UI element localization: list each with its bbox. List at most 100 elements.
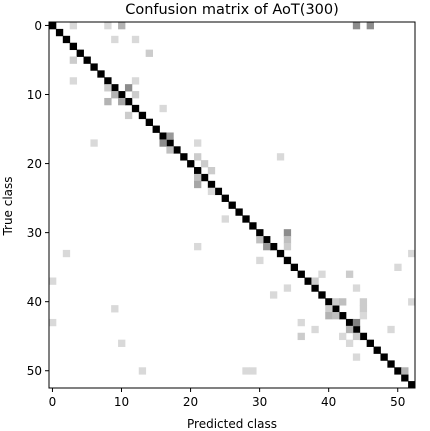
diagonal-cell xyxy=(55,28,64,37)
off-diagonal-cell xyxy=(131,35,140,44)
off-diagonal-cell xyxy=(69,77,78,85)
diagonal-cell xyxy=(200,173,209,182)
diagonal-cell xyxy=(118,91,126,99)
off-diagonal-cell xyxy=(408,249,416,258)
off-diagonal-cell xyxy=(394,263,402,272)
off-diagonal-cell xyxy=(401,367,409,375)
off-diagonal-cell xyxy=(69,22,78,30)
off-diagonal-cell xyxy=(269,291,278,299)
diagonal-cell xyxy=(76,49,84,57)
diagonal-cell xyxy=(62,35,71,44)
diagonal-cell xyxy=(339,312,347,320)
off-diagonal-cell xyxy=(345,325,354,334)
off-diagonal-cell xyxy=(69,56,78,64)
off-diagonal-cell xyxy=(387,325,395,334)
off-diagonal-cell xyxy=(256,236,264,244)
diagonal-cell xyxy=(97,70,105,78)
off-diagonal-cell xyxy=(166,146,174,154)
off-diagonal-cell xyxy=(352,284,361,292)
off-diagonal-cell xyxy=(124,84,133,92)
off-diagonal-cell xyxy=(111,91,119,99)
off-diagonal-cell xyxy=(283,242,292,251)
diagonal-cell xyxy=(387,360,395,368)
off-diagonal-cell xyxy=(242,367,250,375)
off-diagonal-cell xyxy=(325,312,333,320)
off-diagonal-cell xyxy=(194,139,202,147)
diagonal-cell xyxy=(180,153,188,161)
diagonal-cell xyxy=(69,42,78,51)
diagonal-cell xyxy=(304,277,312,285)
off-diagonal-cell xyxy=(332,298,340,306)
diagonal-cell xyxy=(408,381,416,389)
diagonal-cell xyxy=(235,208,243,216)
off-diagonal-cell xyxy=(256,256,264,265)
off-diagonal-cell xyxy=(359,298,368,306)
off-diagonal-cell xyxy=(131,91,140,99)
diagonal-cell xyxy=(366,339,374,347)
diagonal-cell xyxy=(263,236,271,244)
off-diagonal-cell xyxy=(283,284,292,292)
diagonal-cell xyxy=(131,104,140,113)
diagonal-cell xyxy=(311,284,319,292)
diagonal-cell xyxy=(49,22,57,30)
off-diagonal-cell xyxy=(200,160,209,168)
off-diagonal-cell xyxy=(352,353,361,361)
diagonal-cell xyxy=(207,180,216,189)
off-diagonal-cell xyxy=(194,180,202,189)
x-tick-label: 0 xyxy=(49,395,57,409)
diagonal-cell xyxy=(145,118,153,126)
off-diagonal-cell xyxy=(339,298,347,306)
y-axis-ticks: 0 10 20 30 40 50 xyxy=(27,19,49,378)
diagonal-cell xyxy=(380,353,388,361)
off-diagonal-cell xyxy=(62,249,71,258)
off-diagonal-cell xyxy=(352,22,361,30)
diagonal-cell xyxy=(318,291,326,299)
off-diagonal-cell xyxy=(207,187,216,196)
off-diagonal-cell xyxy=(359,312,368,320)
x-tick-label: 30 xyxy=(252,395,267,409)
y-axis-label: True class xyxy=(1,176,15,236)
diagonal-cell xyxy=(359,332,368,341)
off-diagonal-cell xyxy=(221,215,229,223)
y-tick-label: 30 xyxy=(27,226,42,240)
x-tick-label: 20 xyxy=(183,395,198,409)
diagonal-cell xyxy=(83,56,91,64)
off-diagonal-cell xyxy=(332,312,340,320)
diagonal-cell xyxy=(187,160,195,168)
diagonal-cell xyxy=(394,367,402,375)
diagonal-cell xyxy=(401,374,409,382)
off-diagonal-cell xyxy=(49,318,57,327)
off-diagonal-cell xyxy=(325,305,333,313)
off-diagonal-cell xyxy=(118,339,126,347)
diagonal-cell xyxy=(269,242,278,251)
x-tick-label: 40 xyxy=(321,395,336,409)
off-diagonal-cell xyxy=(366,22,374,30)
diagonal-cell xyxy=(173,146,181,154)
off-diagonal-cell xyxy=(297,332,305,341)
y-tick-label: 10 xyxy=(27,88,42,102)
diagonal-cell xyxy=(325,298,333,306)
off-diagonal-cell xyxy=(166,132,174,140)
diagonal-cell xyxy=(352,325,361,334)
plot-frame xyxy=(48,21,416,389)
diagonal-cell xyxy=(221,194,229,202)
diagonal-cell xyxy=(242,215,250,223)
diagonal-cell xyxy=(256,229,264,237)
diagonal-cell xyxy=(152,125,160,133)
off-diagonal-cell xyxy=(345,339,354,347)
y-tick-label: 50 xyxy=(27,364,42,378)
y-tick-label: 40 xyxy=(27,295,42,309)
off-diagonal-cell xyxy=(159,104,167,113)
off-diagonal-cell xyxy=(297,318,305,327)
off-diagonal-cell xyxy=(104,97,112,106)
off-diagonal-cell xyxy=(124,111,133,120)
diagonal-cell xyxy=(283,256,292,265)
diagonal-cell xyxy=(290,263,299,272)
matrix-cells xyxy=(49,22,416,389)
diagonal-cell xyxy=(214,187,223,196)
diagonal-cell xyxy=(159,132,167,140)
off-diagonal-cell xyxy=(352,332,361,341)
diagonal-cell xyxy=(104,77,112,85)
off-diagonal-cell xyxy=(207,167,216,175)
off-diagonal-cell xyxy=(345,270,354,278)
